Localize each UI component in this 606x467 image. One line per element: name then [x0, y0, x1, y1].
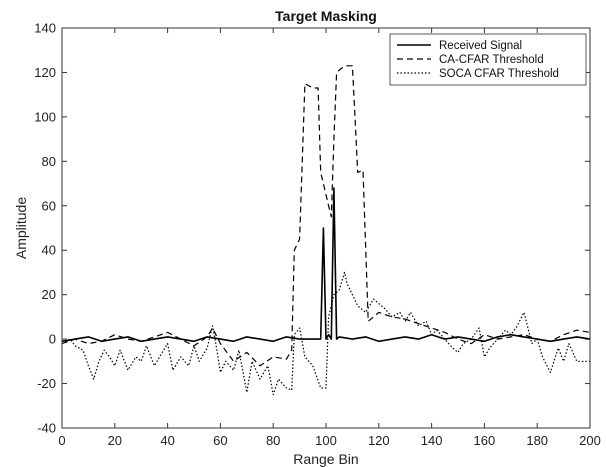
y-tick-label: 0: [49, 332, 56, 347]
x-tick-label: 200: [579, 433, 601, 448]
legend-label-2: SOCA CFAR Threshold: [439, 68, 559, 80]
y-tick-label: 120: [34, 65, 56, 80]
x-axis-title: Range Bin: [293, 451, 358, 467]
legend-label-0: Received Signal: [439, 40, 522, 52]
x-tick-label: 180: [526, 433, 548, 448]
x-tick-label: 60: [213, 433, 227, 448]
x-tick-label: 40: [160, 433, 174, 448]
y-tick-label: 40: [42, 243, 56, 258]
plot-frame: [61, 27, 591, 429]
x-tick-label: 120: [368, 433, 390, 448]
series-line-0: [61, 187, 591, 343]
y-tick-label: 60: [42, 198, 56, 213]
plot-background: [62, 28, 590, 428]
series-line-1: [61, 65, 591, 367]
chart-title: Target Masking: [275, 8, 377, 24]
y-tick-label: 80: [42, 154, 56, 169]
axis-ticks: 0 20 40 60 80 100 120 140 160 180 200 -40 -20 0 20 40 60…: [34, 21, 601, 449]
series-lines: [61, 65, 591, 396]
y-axis-title: Amplitude: [13, 197, 29, 259]
y-tick-label: 100: [34, 109, 56, 124]
x-tick-label: 160: [474, 433, 496, 448]
legend: Received Signal CA-CFAR Threshold SOCA CFA…: [389, 33, 587, 86]
y-tick-label: -20: [37, 376, 56, 391]
x-tick-label: 20: [108, 433, 122, 448]
legend-label-1: CA-CFAR Threshold: [439, 54, 544, 66]
x-tick-label: 80: [266, 433, 280, 448]
x-tick-label: 0: [58, 433, 65, 448]
y-tick-label: -40: [37, 421, 56, 436]
x-tick-label: 100: [315, 433, 337, 448]
y-tick-label: 20: [42, 287, 56, 302]
y-tick-label: 140: [34, 21, 56, 36]
x-tick-label: 140: [421, 433, 443, 448]
